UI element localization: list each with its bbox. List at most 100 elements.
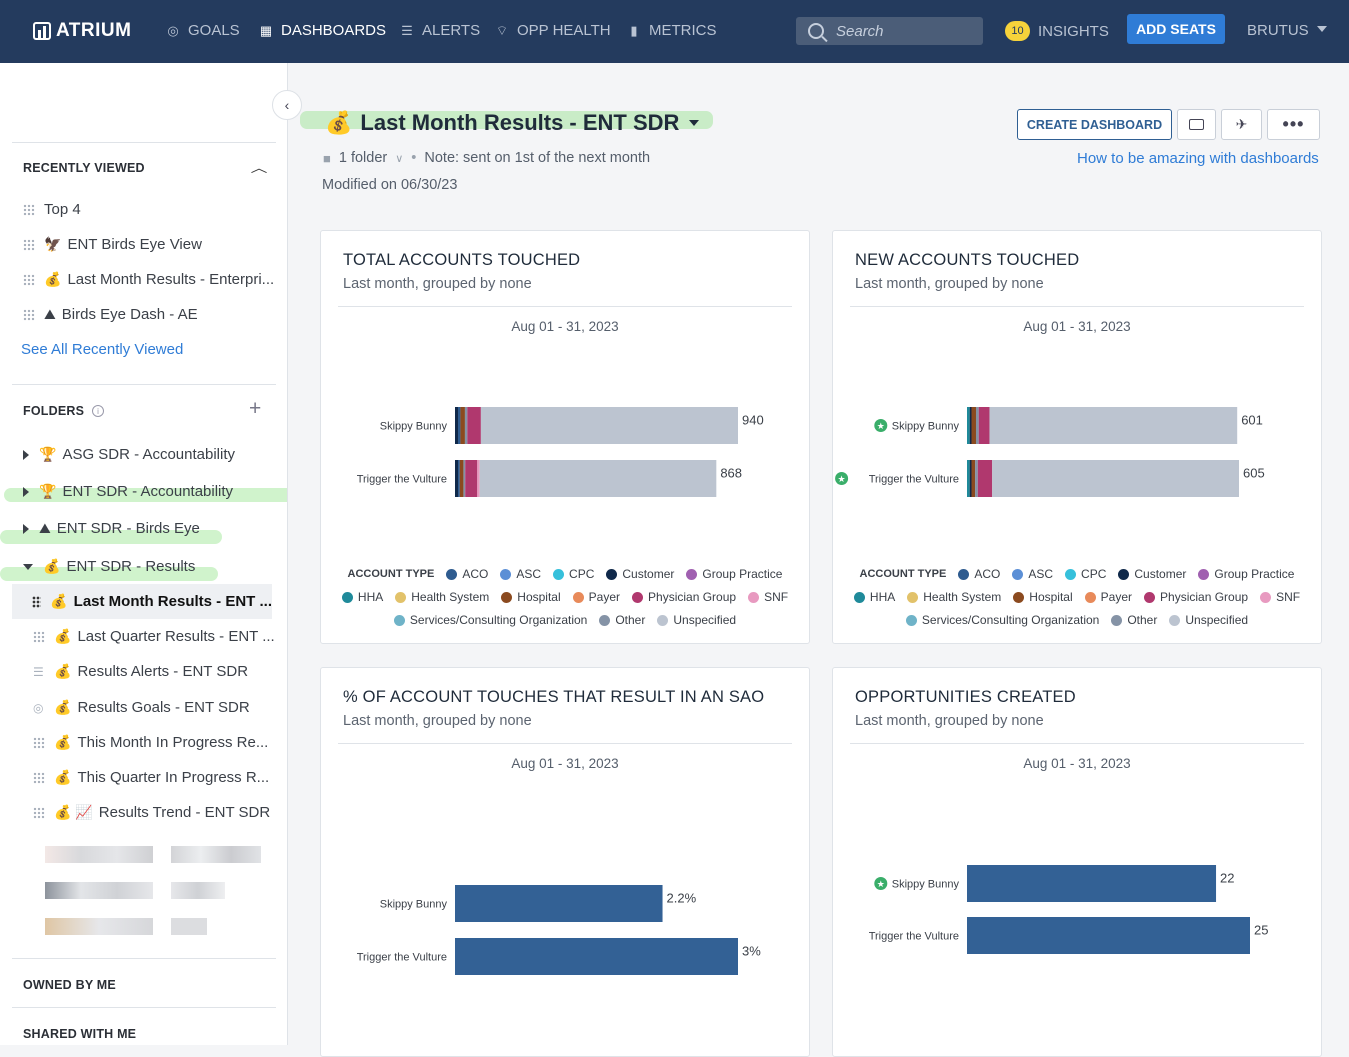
legend-item[interactable]: Other [599, 613, 645, 627]
folder-item-results-alerts[interactable]: ☰ 💰 Results Alerts - ENT SDR [33, 663, 249, 680]
folder-item-results-trend[interactable]: 💰 📈 Results Trend - ENT SDR [33, 804, 270, 821]
legend-item[interactable]: HHA [853, 590, 895, 604]
legend-item[interactable]: Health System [907, 590, 1001, 604]
move-to-folder-button[interactable] [1177, 109, 1216, 140]
help-dashboards-link[interactable]: How to be amazing with dashboards [1077, 150, 1319, 167]
insights-button[interactable]: 10 INSIGHTS [1005, 21, 1109, 41]
recent-item-ent-birds-eye-view[interactable]: 🦅 ENT Birds Eye View [23, 236, 202, 253]
folder-item-last-quarter-results[interactable]: 💰 Last Quarter Results - ENT ... [33, 628, 275, 645]
legend-item[interactable]: ASC [500, 567, 541, 581]
dashboard-title[interactable]: 💰 Last Month Results - ENT SDR [325, 110, 700, 136]
legend-item[interactable]: Group Practice [686, 567, 782, 581]
nav-metrics[interactable]: ▮ METRICS [627, 22, 716, 39]
more-options-button[interactable]: ••• [1267, 109, 1320, 140]
money-bag-emoji-icon: 💰 [54, 628, 72, 644]
bar-segment-snf [477, 460, 480, 497]
chart-card-sao-percentage[interactable]: % OF ACCOUNT TOUCHES THAT RESULT IN AN S… [320, 667, 810, 1057]
folder-item-this-quarter-in-progress[interactable]: 💰 This Quarter In Progress R... [33, 769, 269, 786]
legend-color-dot [1144, 591, 1156, 603]
nav-alerts[interactable]: ☰ ALERTS [401, 22, 481, 39]
expand-arrow-icon[interactable] [23, 486, 29, 497]
nav-dashboards[interactable]: ▦ DASHBOARDS [259, 22, 387, 39]
legend-item[interactable]: CPC [553, 567, 594, 581]
add-folder-icon[interactable]: + [249, 397, 262, 420]
legend-item[interactable]: Payer [572, 590, 620, 604]
bar-chart: Skippy Bunny ★ 22 Trigger the Vulture 25 [869, 865, 1268, 954]
legend-item[interactable]: Unspecified [1169, 613, 1248, 627]
insights-count-badge: 10 [1005, 21, 1030, 41]
legend-item[interactable]: CPC [1065, 567, 1106, 581]
bar-segment-customer [969, 407, 972, 444]
legend-item[interactable]: Customer [606, 567, 674, 581]
legend-item[interactable]: SNF [748, 590, 788, 604]
legend-item[interactable]: ACO [958, 567, 1000, 581]
bar-segment-physician-group [978, 407, 990, 444]
legend-item[interactable]: Services/Consulting Organization [393, 613, 587, 627]
chart-card-new-accounts-touched[interactable]: NEW ACCOUNTS TOUCHED Last month, grouped… [832, 230, 1322, 644]
legend-item[interactable]: ASC [1012, 567, 1053, 581]
folder-item-results-goals[interactable]: ◎ 💰 Results Goals - ENT SDR [33, 699, 250, 716]
see-all-recently-viewed-link[interactable]: See All Recently Viewed [21, 341, 184, 358]
recent-item-top-4[interactable]: Top 4 [23, 201, 81, 218]
recently-viewed-header[interactable]: RECENTLY VIEWED [23, 161, 145, 175]
bar [455, 885, 663, 922]
collapse-sidebar-button[interactable]: ‹ [272, 90, 302, 120]
legend-item[interactable]: Hospital [501, 590, 561, 604]
chart-card-opportunities-created[interactable]: OPPORTUNITIES CREATED Last month, groupe… [832, 667, 1322, 1057]
legend-item[interactable]: Hospital [1013, 590, 1073, 604]
legend-color-dot [500, 568, 512, 580]
legend-item[interactable]: Payer [1084, 590, 1132, 604]
folder-ent-sdr-results[interactable]: 💰 ENT SDR - Results [23, 558, 195, 575]
legend-item[interactable]: HHA [341, 590, 383, 604]
owned-by-me-header[interactable]: OWNED BY ME [23, 978, 116, 992]
title-dropdown-icon[interactable] [689, 120, 700, 126]
collapse-arrow-icon[interactable] [23, 563, 33, 570]
legend-item[interactable]: Physician Group [1144, 590, 1248, 604]
chart-card-total-accounts-touched[interactable]: TOTAL ACCOUNTS TOUCHED Last month, group… [320, 230, 810, 644]
money-bag-chart-emoji-icon: 💰 📈 [54, 804, 93, 820]
legend-label: SNF [764, 590, 789, 604]
legend-item[interactable]: SNF [1260, 590, 1300, 604]
legend-color-dot [446, 568, 458, 580]
legend-item[interactable]: ACO [446, 567, 488, 581]
add-seats-button[interactable]: ADD SEATS [1127, 14, 1225, 44]
folder-item-last-month-results[interactable]: 💰 Last Month Results - ENT ... [12, 584, 272, 619]
folder-item-this-month-in-progress[interactable]: 💰 This Month In Progress Re... [33, 734, 268, 751]
user-menu[interactable]: BRUTUS [1247, 22, 1327, 39]
legend-item[interactable]: Physician Group [632, 590, 736, 604]
shared-with-me-header[interactable]: SHARED WITH ME [23, 1027, 137, 1041]
folder-ent-sdr-accountability[interactable]: 🏆 ENT SDR - Accountability [23, 483, 233, 500]
folder-count[interactable]: 1 folder [338, 150, 388, 166]
folder-asg-sdr-accountability[interactable]: 🏆 ASG SDR - Accountability [23, 446, 235, 463]
legend-item[interactable]: Other [1111, 613, 1157, 627]
legend-label: Other [1127, 613, 1158, 627]
legend-title: ACCOUNT TYPE [347, 568, 435, 580]
legend-item[interactable]: Health System [395, 590, 489, 604]
legend-label: ACO [462, 567, 489, 581]
nav-opp-health[interactable]: ⌔ OPP HEALTH [495, 22, 611, 39]
create-dashboard-button[interactable]: CREATE DASHBOARD [1017, 109, 1172, 140]
info-icon[interactable]: i [92, 405, 105, 417]
legend-item[interactable]: Customer [1118, 567, 1186, 581]
legend-color-dot [1118, 568, 1130, 580]
legend-label: Services/Consulting Organization [921, 613, 1100, 627]
legend-item[interactable]: Unspecified [657, 613, 736, 627]
legend-color-dot [599, 614, 611, 626]
expand-arrow-icon[interactable] [23, 449, 29, 460]
atrium-logo[interactable]: ATRIUM [33, 20, 131, 42]
chevron-down-icon[interactable]: ∨ [395, 152, 404, 165]
chevron-up-icon[interactable]: ︿ [250, 161, 268, 175]
search-input[interactable]: Search [796, 17, 983, 45]
nav-goals[interactable]: ◎ GOALS [167, 22, 240, 39]
bar [455, 938, 738, 975]
folder-ent-sdr-birds-eye[interactable]: ⛰ ENT SDR - Birds Eye [23, 520, 200, 537]
schedule-button[interactable]: ✈ [1221, 109, 1262, 140]
data-label: 605 [1243, 466, 1265, 481]
expand-arrow-icon[interactable] [23, 523, 29, 534]
legend-color-dot [606, 568, 618, 580]
dashboard-grid-icon [23, 273, 35, 286]
recent-item-birds-eye-dash[interactable]: ⛰ Birds Eye Dash - AE [23, 306, 198, 323]
legend-item[interactable]: Services/Consulting Organization [905, 613, 1100, 627]
recent-item-last-month-results[interactable]: 💰 Last Month Results - Enterpri... [23, 271, 274, 288]
legend-item[interactable]: Group Practice [1198, 567, 1294, 581]
